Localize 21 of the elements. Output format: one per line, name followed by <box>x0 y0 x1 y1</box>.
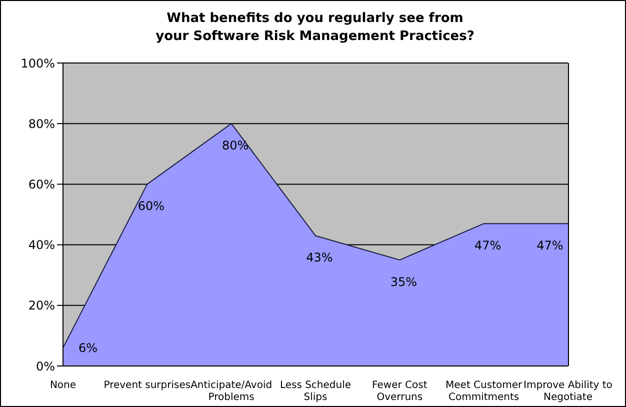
y-tick-label: 20% <box>28 298 55 313</box>
y-tick-label: 80% <box>28 116 55 131</box>
data-label: 6% <box>78 341 98 355</box>
y-tick-label: 60% <box>28 177 55 192</box>
x-tick-label: Fewer Cost Overruns <box>372 380 428 403</box>
y-tick-label: 0% <box>36 359 55 374</box>
y-tick-label: 40% <box>28 238 55 252</box>
data-label: 80% <box>222 138 249 153</box>
chart-title: What benefits do you regularly see from your Software Risk Management Practices? <box>154 10 476 46</box>
y-tick-label: 100% <box>20 56 55 70</box>
x-tick-label: Improve Ability to Negotiate <box>524 380 612 403</box>
data-label: 35% <box>390 274 418 289</box>
data-label: 43% <box>306 250 333 265</box>
x-tick-label: Prevent surprises <box>104 380 191 391</box>
data-label: 47% <box>536 238 564 253</box>
data-label: 60% <box>138 199 165 214</box>
x-tick-label: None <box>50 380 76 391</box>
x-tick-label: Less Schedule Slips <box>280 380 352 403</box>
data-label: 47% <box>474 238 502 253</box>
x-tick-label: Meet Customer Commitments <box>446 380 524 403</box>
x-tick-label: Anticipate/Avoid Problems <box>190 380 272 403</box>
